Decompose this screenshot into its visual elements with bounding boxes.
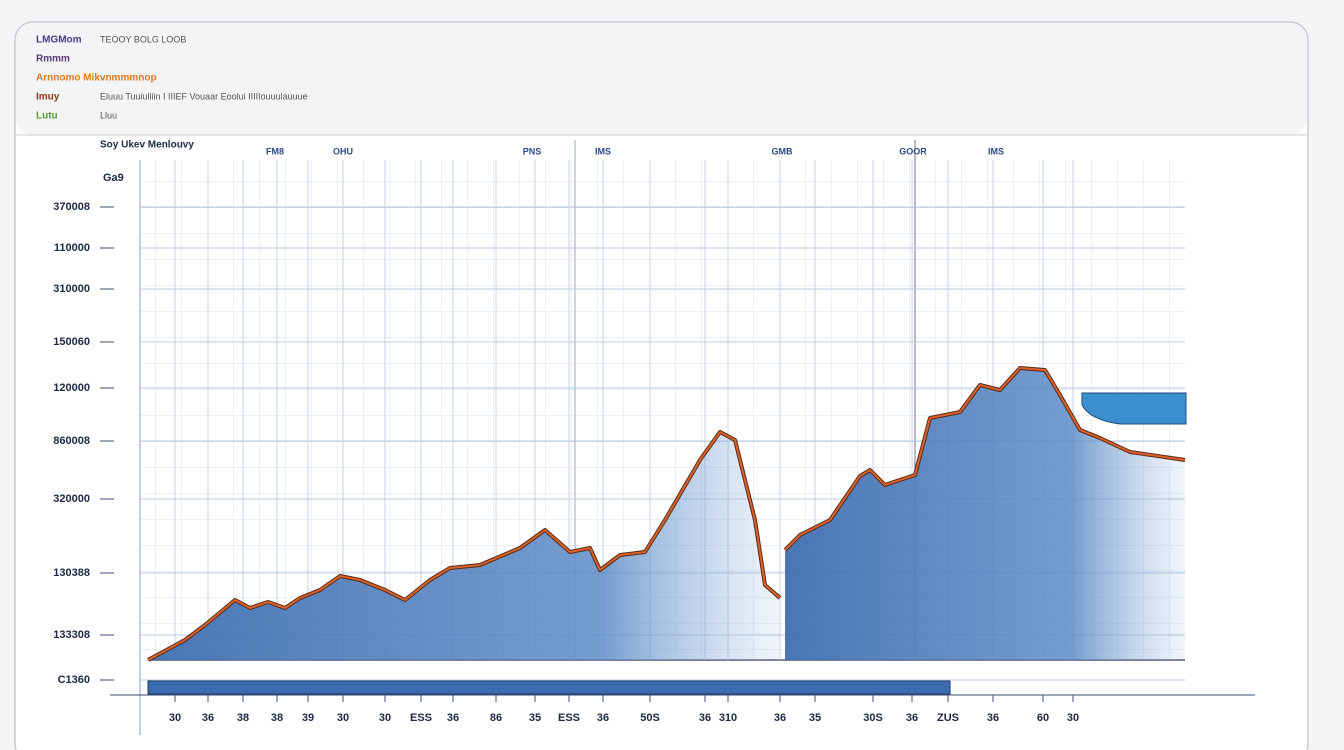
subtitle: Soy Ukev Menlouvy [100,140,194,151]
top-label: IMS [988,146,1004,156]
x-tick-label: 30 [337,712,349,724]
y-tick-label: 133308 [53,629,90,641]
y-tick-label: C1360 [58,674,90,686]
y-tick-label: 320000 [53,493,90,505]
x-tick-label: ZUS [937,712,959,724]
x-tick-label: 310 [719,712,737,724]
header-band [16,23,1307,135]
legend-text: Lluu [100,110,117,120]
x-tick-label: 30 [379,712,391,724]
y-axis-label: Ga9 [103,172,124,184]
legend-text: TEOOY BOLG LOOB [100,34,186,44]
top-label: OHU [333,146,353,156]
x-tick-label: 38 [237,712,249,724]
x-tick-label: 36 [774,712,786,724]
top-label: GOOR [899,146,927,156]
y-tick-label: 120000 [53,382,90,394]
line [784,367,1186,551]
x-tick-label: 38 [271,712,283,724]
x-tick-label: 30 [1067,712,1079,724]
y-tick-label: 310000 [53,283,90,295]
top-label: GMB [772,146,793,156]
legend-text: Eluuu Tuuiuliiin I IIIEF Vouaar Eoolui I… [100,91,308,101]
legend-marker: LMGMom [36,35,82,46]
top-label: FM8 [266,146,284,156]
x-tick-label: 36 [987,712,999,724]
y-tick-label: 860008 [53,435,90,447]
y-tick-label: 150060 [53,336,90,348]
x-tick-label: 36 [699,712,711,724]
x-tick-label: 50S [640,712,660,724]
x-tick-label: 36 [202,712,214,724]
x-tick-label: 36 [906,712,918,724]
legend-marker: Rmmm [36,54,70,65]
range-bar [147,680,951,695]
callout [1081,392,1187,425]
x-tick-label: 30S [863,712,883,724]
x-tick-label: 30 [169,712,181,724]
x-tick-label: 35 [809,712,821,724]
y-tick-label: 130388 [53,567,90,579]
y-tick-label: 370008 [53,201,90,213]
x-tick-label: 39 [302,712,314,724]
area [785,368,1185,660]
y-tick-label: 110000 [54,242,90,254]
x-tick-label: 36 [597,712,609,724]
top-label: PNS [523,146,542,156]
x-tick-label: 36 [447,712,459,724]
area [148,432,780,660]
legend-marker: Lutu [36,111,58,122]
x-tick-label: 35 [529,712,541,724]
top-label: IMS [595,146,611,156]
line [147,431,781,661]
x-tick-label: ESS [410,712,432,724]
x-tick-label: 86 [490,712,502,724]
legend-marker: Imuy [36,92,60,103]
x-tick-label: 60 [1037,712,1049,724]
x-tick-label: ESS [558,712,580,724]
legend-marker: Arnnomo Mikvnmmmnop [36,73,157,84]
